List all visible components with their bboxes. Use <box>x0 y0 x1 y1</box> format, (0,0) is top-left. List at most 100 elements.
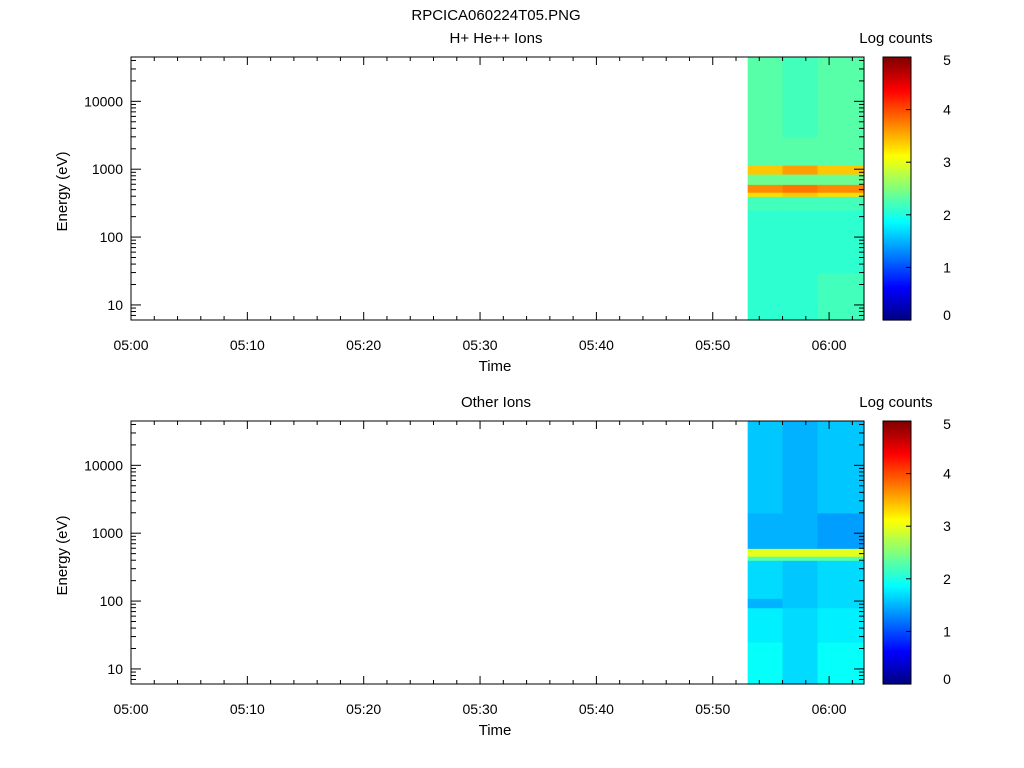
colorbar-cell <box>883 633 911 637</box>
colorbar-cell <box>883 98 911 102</box>
x-tick-label: 05:10 <box>230 701 265 717</box>
heatmap-cell <box>747 57 784 138</box>
heatmap-cell <box>782 237 819 274</box>
colorbar-cell <box>883 677 911 681</box>
colorbar-cell <box>883 580 911 584</box>
colorbar-cell <box>883 166 911 170</box>
heatmap-cell <box>817 272 865 321</box>
colorbar-cell <box>883 129 911 133</box>
colorbar-cell <box>883 284 911 288</box>
colorbar-cell <box>883 480 911 483</box>
x-tick-label: 05:20 <box>346 701 381 717</box>
colorbar-cell <box>883 673 911 676</box>
colorbar-cell <box>883 254 911 258</box>
colorbar-cell <box>883 543 911 547</box>
colorbar-cell <box>883 113 911 117</box>
heatmap-cell <box>782 556 819 561</box>
colorbar-cell <box>883 162 911 165</box>
colorbar-cell <box>883 486 911 490</box>
colorbar-cell <box>883 190 911 194</box>
colorbar-cell <box>883 92 911 95</box>
colorbar-cell <box>883 508 911 512</box>
colorbar-cell <box>883 293 911 297</box>
y-axis-label: Energy (eV) <box>54 515 71 595</box>
colorbar-cell <box>883 249 911 253</box>
heatmap-cell <box>817 560 865 599</box>
colorbar-cell <box>883 306 911 310</box>
colorbar-cell <box>883 111 911 115</box>
colorbar-cell <box>883 598 911 602</box>
colorbar-cell <box>883 596 911 600</box>
colorbar-cell <box>883 192 911 196</box>
colorbar-cell <box>883 276 911 279</box>
colorbar-cell <box>883 214 911 218</box>
colorbar-cell <box>883 142 911 146</box>
colorbar-cell <box>883 87 911 91</box>
colorbar-cell <box>883 666 911 670</box>
colorbar-cell <box>883 289 911 293</box>
heatmap-cell <box>782 598 819 609</box>
colorbar-cell <box>883 445 911 448</box>
colorbar-cell <box>883 140 911 144</box>
colorbar-cell <box>883 502 911 505</box>
colorbar-cell <box>883 206 911 209</box>
x-tick-label: 05:00 <box>113 337 148 353</box>
heatmap-cell <box>817 165 865 175</box>
colorbar-cell <box>883 313 911 317</box>
heatmap-cell <box>817 556 865 561</box>
colorbar-cell <box>883 484 911 488</box>
colorbar-cell <box>883 280 911 284</box>
x-tick-label: 05:00 <box>113 701 148 717</box>
colorbar-cell <box>883 67 911 71</box>
colorbar-cell <box>883 63 911 67</box>
plot-frame <box>130 420 865 685</box>
colorbar-cell <box>883 646 911 650</box>
colorbar-cell <box>883 179 911 183</box>
colorbar-cell <box>883 317 911 321</box>
colorbar-cell <box>883 188 911 192</box>
colorbar-cell <box>883 199 911 203</box>
colorbar-cell <box>883 431 911 435</box>
colorbar-tick-label: 5 <box>943 52 951 68</box>
colorbar-cell <box>883 616 911 619</box>
colorbar-cell <box>883 434 911 437</box>
colorbar-cell <box>883 287 911 290</box>
colorbar-cell <box>883 451 911 455</box>
colorbar-cell <box>883 265 911 268</box>
colorbar-cell <box>883 131 911 135</box>
colorbar-cell <box>883 65 911 69</box>
heatmap-cell <box>817 607 865 643</box>
heatmap-cell <box>817 237 865 274</box>
heatmap-cell <box>782 641 819 685</box>
colorbar-cell <box>883 458 911 462</box>
colorbar-cell <box>883 513 911 516</box>
x-tick-label: 05:10 <box>230 337 265 353</box>
colorbar-cell <box>883 127 911 130</box>
colorbar-cell <box>883 278 911 282</box>
colorbar-cell <box>883 151 911 155</box>
colorbar-cell <box>883 311 911 315</box>
y-tick-label: 100 <box>100 229 124 245</box>
colorbar-cell <box>883 530 911 534</box>
heatmap-cell <box>747 598 784 609</box>
colorbar-cell <box>883 83 911 87</box>
colorbar-cell <box>883 85 911 89</box>
colorbar-cell <box>883 655 911 659</box>
colorbar-cell <box>883 61 911 65</box>
colorbar-cell <box>883 425 911 429</box>
colorbar-cell <box>883 221 911 225</box>
colorbar-cell <box>883 515 911 519</box>
colorbar-cell <box>883 629 911 632</box>
plot-frame <box>130 56 865 321</box>
heatmap-cell <box>782 165 819 175</box>
colorbar-cell <box>883 449 911 453</box>
heatmap-cell <box>747 237 784 274</box>
colorbar-cell <box>883 644 911 648</box>
colorbar-cell <box>883 164 911 168</box>
colorbar-cell <box>883 504 911 508</box>
colorbar-cell <box>883 668 911 672</box>
heatmap-cell <box>747 210 784 238</box>
colorbar-cell <box>883 184 911 187</box>
colorbar-cell <box>883 627 911 630</box>
colorbar-cell <box>883 609 911 613</box>
